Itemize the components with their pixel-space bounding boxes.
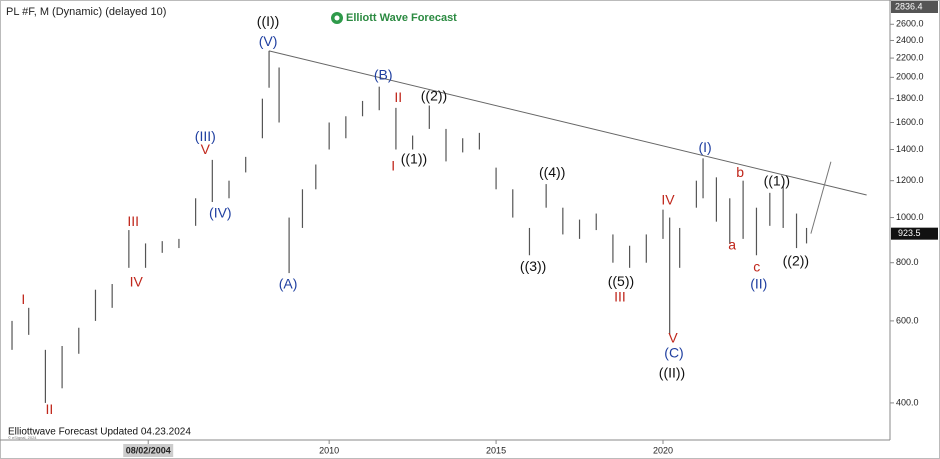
wave-label: II: [394, 89, 402, 105]
chart-title: PL #F, M (Dynamic) (delayed 10): [6, 6, 166, 18]
y-tick-label: 2000.0: [896, 72, 924, 82]
y-tick-label: 800.0: [896, 257, 919, 267]
last-price-label: 923.5: [898, 228, 921, 238]
brand-name: Elliott Wave Forecast: [346, 12, 457, 24]
trendline: [268, 50, 867, 196]
y-tick-label: 1400.0: [896, 144, 924, 154]
y-tick-label: 400.0: [896, 397, 919, 407]
wave-label: (A): [279, 276, 298, 292]
copyright: © eSignal, 2024: [8, 435, 37, 440]
wave-label: ((2)): [783, 253, 809, 269]
logo-icon-center: [334, 15, 340, 21]
y-tick-label: 2400.0: [896, 35, 924, 45]
wave-label: ((I)): [257, 13, 280, 29]
wave-label: c: [753, 259, 760, 275]
y-tick-label: 1000.0: [896, 212, 924, 222]
y-tick-label: 1800.0: [896, 93, 924, 103]
wave-label: I: [391, 158, 395, 174]
x-tick-highlight: [123, 444, 174, 457]
wave-label: V: [201, 141, 211, 157]
wave-label: a: [728, 237, 736, 253]
projection: [810, 161, 832, 234]
brand-logo: Elliott Wave Forecast: [331, 12, 457, 24]
wave-label: (IV): [209, 205, 232, 221]
x-tick-label: 08/02/2004: [126, 445, 171, 455]
wave-label: III: [614, 289, 626, 305]
y-tick-label: 600.0: [896, 315, 919, 325]
y-tick-label: 1600.0: [896, 117, 924, 127]
wave-label: ((4)): [539, 164, 565, 180]
wave-label: III: [127, 213, 139, 229]
wave-label: ((3)): [520, 258, 546, 274]
wave-label: IV: [130, 274, 144, 290]
wave-label: I: [21, 291, 25, 307]
wave-label: ((2)): [421, 88, 447, 104]
last-price-box: [891, 227, 938, 240]
high-marker-label: 2836.4: [895, 1, 923, 11]
x-tick-label: 2010: [319, 445, 339, 455]
x-tick-label: 2015: [486, 445, 506, 455]
wave-label: b: [736, 164, 744, 180]
wave-label: ((1)): [764, 173, 790, 189]
footer: Elliottwave Forecast Updated 04.23.2024: [8, 427, 191, 438]
wave-label: (C): [664, 344, 683, 360]
wave-label: (II): [750, 276, 767, 292]
high-marker-box: [891, 1, 938, 13]
x-tick-label: 2020: [653, 445, 673, 455]
wave-label: ((5)): [608, 273, 634, 289]
wave-label: ((1)): [401, 151, 427, 167]
wave-label: (I): [698, 139, 711, 155]
wave-label: ((II)): [659, 364, 685, 380]
y-tick-label: 2200.0: [896, 52, 924, 62]
wave-label: (V): [259, 33, 278, 49]
wave-label: II: [46, 401, 54, 417]
wave-label: V: [668, 330, 678, 346]
y-tick-label: 1200.0: [896, 175, 924, 185]
wave-label: (B): [374, 67, 393, 83]
wave-label: (III): [195, 128, 216, 144]
y-tick-label: 2600.0: [896, 19, 924, 29]
wave-label: IV: [661, 192, 675, 208]
